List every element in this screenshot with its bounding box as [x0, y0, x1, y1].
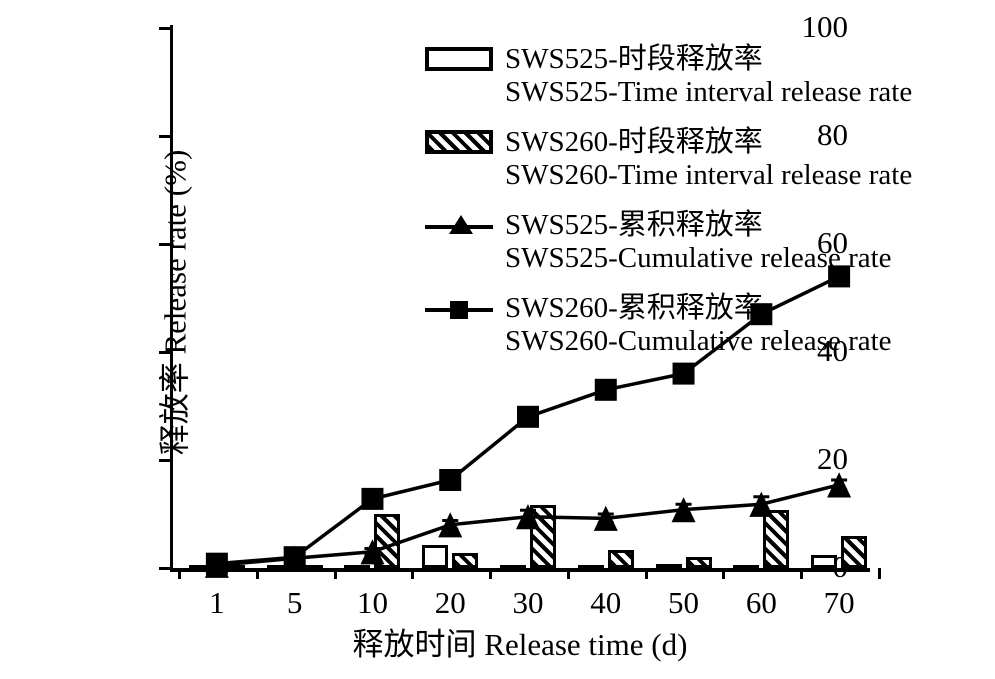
x-axis-title: 释放时间 Release time (d) — [352, 627, 688, 662]
legend-label-en: SWS260-Time interval release rate — [505, 159, 913, 191]
bar-sws260-interval — [452, 552, 479, 568]
x-tick-label: 30 — [512, 585, 544, 620]
x-tick — [333, 568, 337, 579]
line-series-layer — [204, 265, 852, 578]
marker-triangle — [438, 512, 463, 538]
legend-key-open-bar — [425, 47, 493, 73]
bar-sws260-interval — [841, 535, 868, 568]
marker-square — [828, 265, 851, 288]
bar-sws525-interval — [655, 563, 682, 570]
marker-square — [672, 362, 695, 385]
y-tick-label: 20 — [817, 441, 848, 476]
marker-square — [205, 552, 228, 575]
bar-sws525-interval — [811, 554, 838, 568]
legend-key-hatched-bar — [425, 130, 493, 156]
bar-sws525-interval — [344, 565, 371, 571]
marker-triangle — [671, 497, 696, 523]
legend-label-en: SWS525-Time interval release rate — [505, 76, 913, 108]
marker-triangle — [593, 505, 618, 531]
marker-triangle — [749, 491, 774, 517]
bar-sws260-interval — [763, 509, 790, 568]
legend-key-square-line — [425, 296, 493, 322]
y-tick — [159, 135, 170, 138]
x-tick-label: 60 — [745, 585, 777, 620]
x-tick — [178, 568, 181, 579]
bar-sws525-interval — [577, 565, 604, 571]
x-tick — [722, 568, 726, 579]
y-tick-label: 40 — [817, 333, 848, 368]
legend-item-sws525-interval: SWS525-时段释放率 SWS525-Time interval releas… — [425, 43, 945, 109]
y-axis-line — [170, 25, 173, 571]
marker-triangle — [827, 472, 852, 498]
bar-sws525-interval — [733, 565, 760, 571]
triangle-marker-icon — [449, 215, 473, 234]
y-tick — [159, 459, 170, 462]
marker-square — [750, 303, 773, 326]
x-tick — [878, 568, 881, 579]
legend-label-cn: SWS260-时段释放率 — [505, 126, 763, 158]
y-tick — [159, 351, 170, 354]
legend: SWS525-时段释放率 SWS525-Time interval releas… — [425, 43, 945, 375]
legend-item-sws260-cumulative: SWS260-累积释放率 SWS260-Cumulative release r… — [425, 292, 945, 358]
x-tick — [255, 568, 259, 579]
y-axis-title: 释放率 Release rate (%) — [157, 149, 193, 456]
x-tick-label: 10 — [356, 585, 388, 620]
x-tick-label: 1 — [209, 585, 225, 620]
legend-label-en: SWS525-Cumulative release rate — [505, 242, 892, 274]
y-tick-label: 80 — [817, 117, 848, 152]
legend-item-sws260-interval: SWS260-时段释放率 SWS260-Time interval releas… — [425, 126, 945, 192]
bar-sws525-interval — [422, 545, 449, 568]
marker-square — [283, 546, 306, 569]
bar-sws260-interval — [607, 549, 634, 568]
bar-sws525-interval — [500, 565, 526, 571]
legend-label-cn: SWS260-累积释放率 — [505, 292, 763, 324]
marker-triangle — [360, 539, 385, 565]
square-marker-icon — [450, 301, 468, 319]
y-tick — [159, 27, 170, 30]
marker-triangle — [516, 504, 540, 530]
y-tick — [159, 243, 170, 246]
bar-sws260-interval — [685, 557, 712, 568]
y-tick — [159, 567, 170, 570]
legend-label-en: SWS260-Cumulative release rate — [505, 325, 892, 357]
x-tick-label: 70 — [823, 585, 855, 620]
x-tick-label: 50 — [668, 585, 700, 620]
x-tick — [566, 568, 570, 579]
x-tick — [411, 568, 415, 579]
y-tick-label: 60 — [817, 225, 848, 260]
legend-key-triangle-line — [425, 213, 493, 239]
x-tick-label: 5 — [286, 585, 303, 620]
x-tick — [644, 568, 648, 579]
marker-square — [439, 468, 462, 491]
marker-square — [594, 378, 617, 401]
x-tick — [489, 568, 493, 579]
y-tick-label: 100 — [801, 9, 849, 44]
legend-label-cn: SWS525-时段释放率 — [505, 43, 763, 75]
legend-label-cn: SWS525-累积释放率 — [505, 209, 763, 241]
x-tick — [800, 568, 804, 579]
x-tick-label: 40 — [590, 585, 622, 620]
legend-item-sws525-cumulative: SWS525-累积释放率 SWS525-Cumulative release r… — [425, 209, 945, 275]
marker-square — [361, 487, 384, 510]
x-tick-label: 20 — [434, 585, 466, 620]
marker-square — [517, 405, 539, 428]
